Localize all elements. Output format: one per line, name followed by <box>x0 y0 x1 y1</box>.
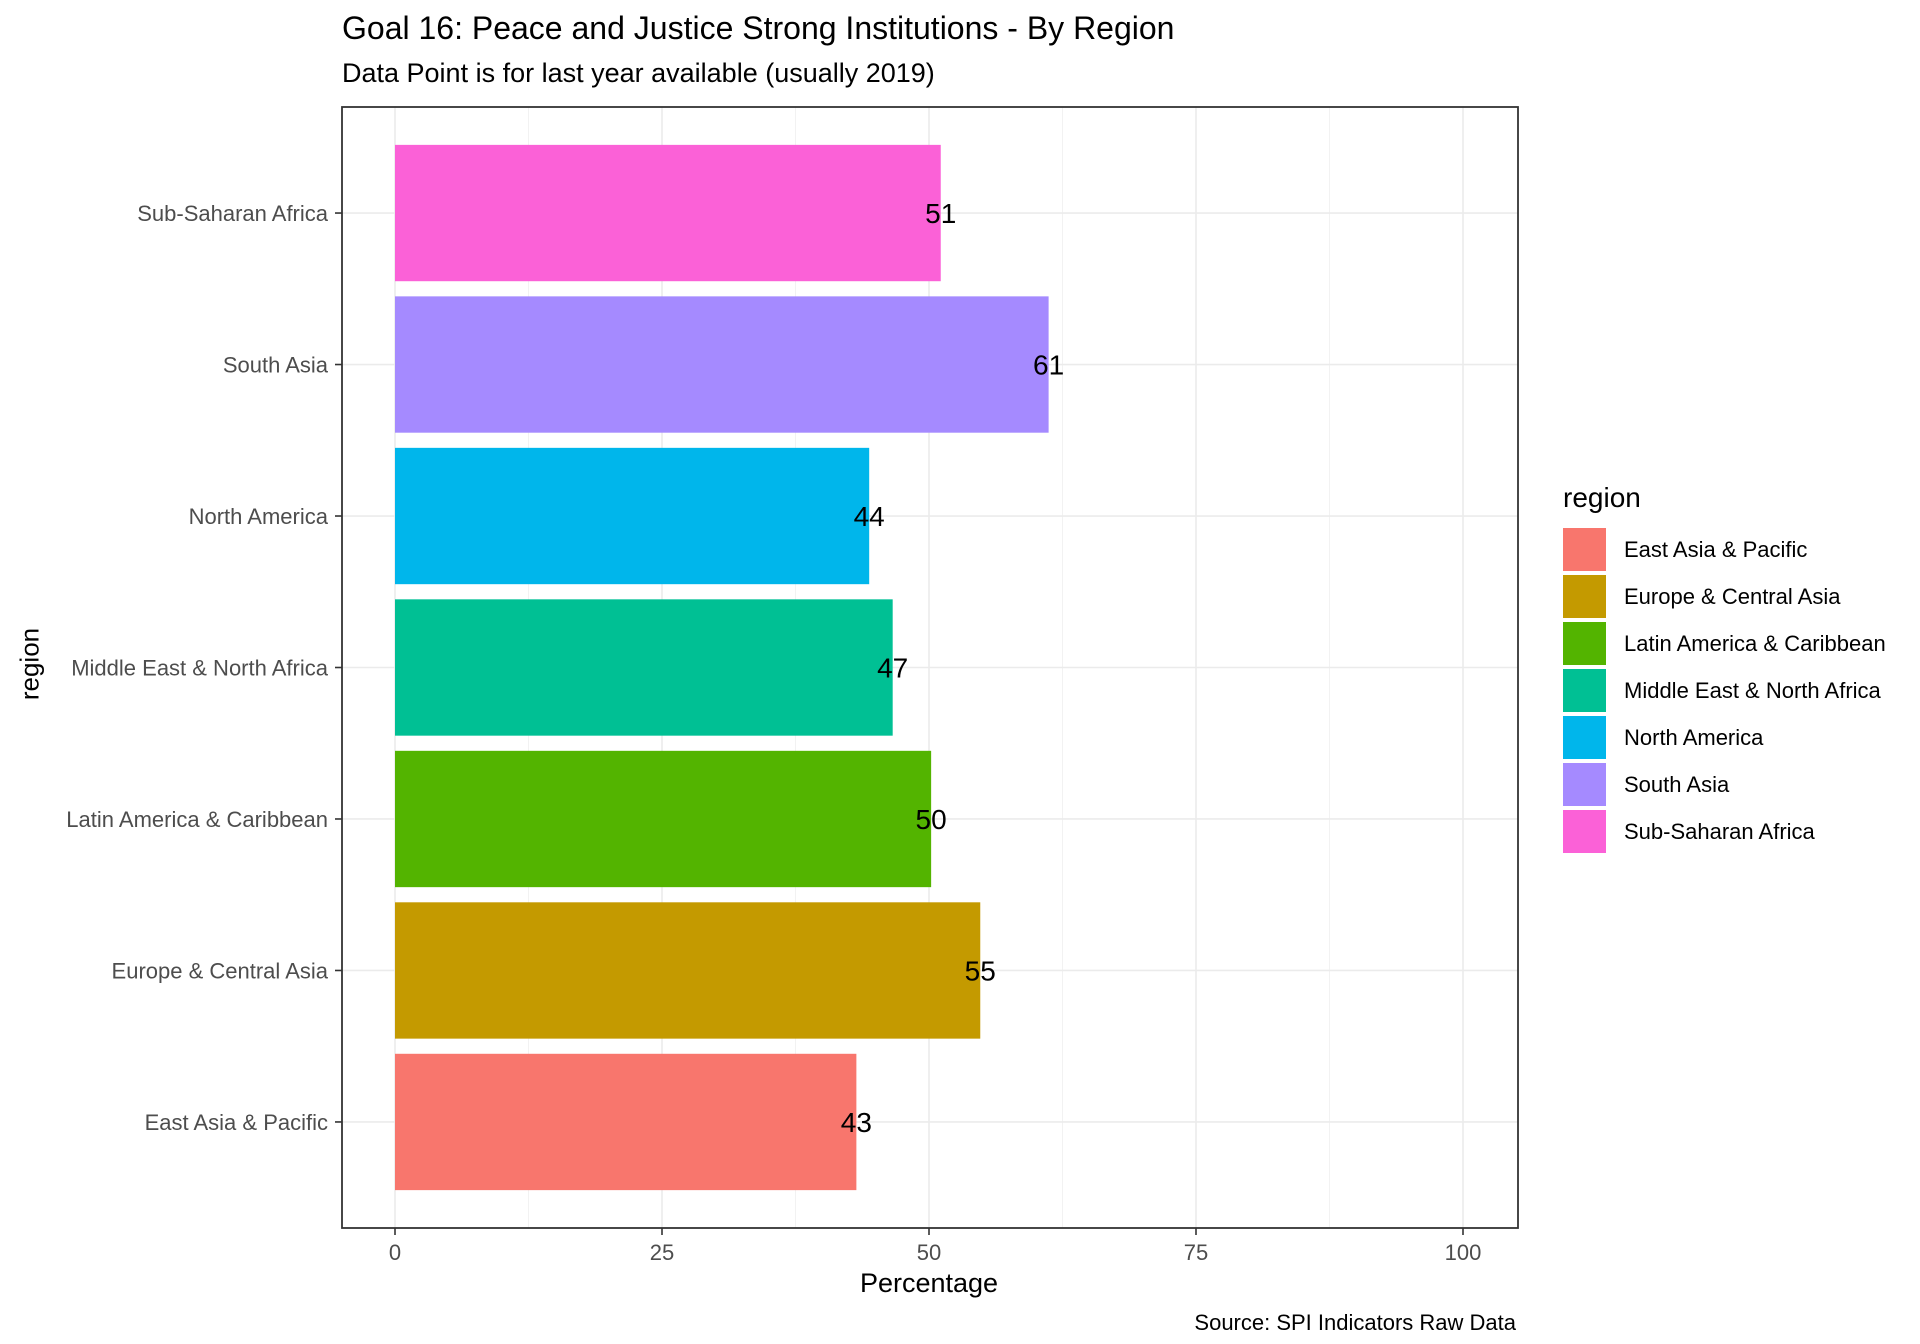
legend-swatch <box>1563 528 1606 571</box>
chart-title: Goal 16: Peace and Justice Strong Instit… <box>342 10 1175 46</box>
legend-swatch <box>1563 763 1606 806</box>
y-tick-label: Latin America & Caribbean <box>66 807 328 832</box>
legend-item: Europe & Central Asia <box>1563 573 1886 620</box>
x-tick-label: 50 <box>917 1240 941 1265</box>
y-tick-label: East Asia & Pacific <box>145 1110 328 1135</box>
legend-item: Middle East & North Africa <box>1563 667 1886 714</box>
legend-item: Sub-Saharan Africa <box>1563 808 1886 855</box>
x-tick-label: 100 <box>1445 1240 1482 1265</box>
value-label: 55 <box>965 955 996 986</box>
x-tick-label: 0 <box>389 1240 401 1265</box>
legend-label: Latin America & Caribbean <box>1624 630 1886 656</box>
legend-item: Latin America & Caribbean <box>1563 620 1886 667</box>
bar-south-asia <box>395 296 1049 433</box>
legend-swatch <box>1563 622 1606 665</box>
chart-caption: Source: SPI Indicators Raw Data <box>1194 1310 1516 1335</box>
legend-swatch <box>1563 669 1606 712</box>
y-tick-label: Sub-Saharan Africa <box>137 201 329 226</box>
bar-east-asia-pacific <box>395 1053 857 1191</box>
value-label: 47 <box>877 653 908 684</box>
x-axis-label: Percentage <box>859 1268 999 1298</box>
legend: region East Asia & Pacific Europe & Centr… <box>1563 482 1886 855</box>
bar-europe-central-asia <box>395 902 981 1039</box>
value-label: 43 <box>841 1107 872 1138</box>
y-tick-label: Europe & Central Asia <box>112 958 329 983</box>
legend-label: Sub-Saharan Africa <box>1624 818 1815 844</box>
x-tick-label: 75 <box>1184 1240 1208 1265</box>
legend-items: East Asia & Pacific Europe & Central Asia… <box>1563 526 1886 855</box>
value-label: 44 <box>854 501 885 532</box>
y-axis-label: region <box>14 627 45 701</box>
chart-subtitle: Data Point is for last year available (u… <box>342 58 935 88</box>
legend-item: East Asia & Pacific <box>1563 526 1886 573</box>
legend-label: Middle East & North Africa <box>1624 677 1881 703</box>
y-tick-label: Middle East & North Africa <box>71 656 329 681</box>
legend-label: South Asia <box>1624 771 1730 797</box>
y-tick-label: North America <box>189 504 329 529</box>
value-label: 51 <box>925 198 956 229</box>
legend-swatch <box>1563 810 1606 853</box>
legend-label: East Asia & Pacific <box>1624 536 1808 562</box>
value-label: 61 <box>1033 350 1064 381</box>
legend-item: North America <box>1563 714 1886 761</box>
bar-latin-america-caribbean <box>395 750 932 888</box>
legend-label: Europe & Central Asia <box>1624 583 1841 609</box>
bar-north-america <box>395 447 870 585</box>
value-label: 50 <box>916 804 947 835</box>
legend-swatch <box>1563 575 1606 618</box>
bar-sub-saharan-africa <box>395 144 941 282</box>
legend-label: North America <box>1624 724 1764 750</box>
legend-item: South Asia <box>1563 761 1886 808</box>
legend-title: region <box>1563 482 1641 513</box>
bar-middle-east-north-africa <box>395 599 893 736</box>
x-tick-label: 25 <box>650 1240 674 1265</box>
y-tick-label: South Asia <box>223 353 329 378</box>
legend-swatch <box>1563 716 1606 759</box>
